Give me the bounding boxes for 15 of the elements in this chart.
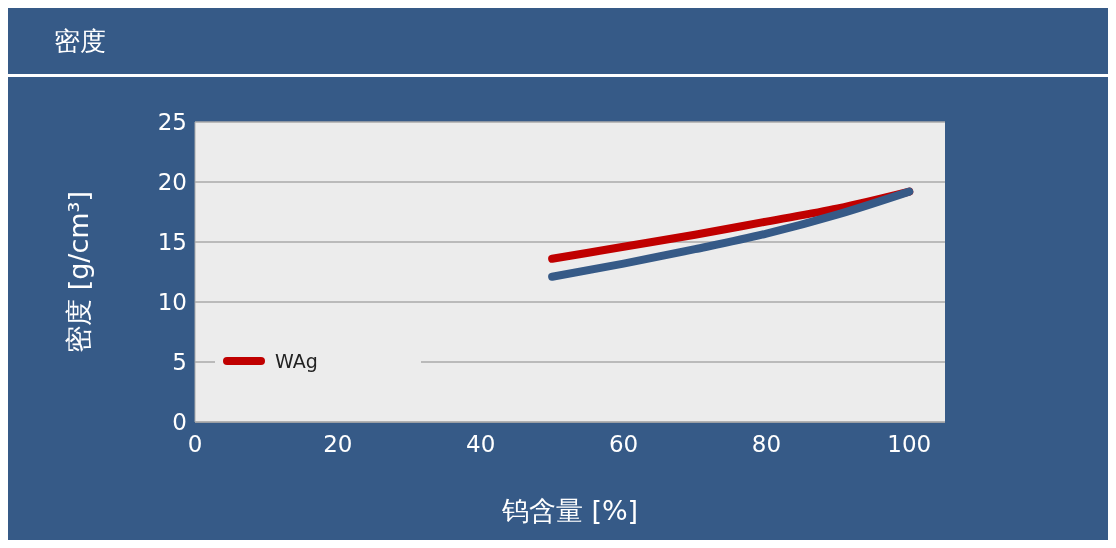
x-axis-title: 钨含量 [%] <box>500 495 639 526</box>
x-tick-label: 60 <box>608 431 639 458</box>
x-tick-label: 20 <box>323 431 353 458</box>
x-tick-label: 100 <box>887 431 932 458</box>
y-axis-title: 密度 [g/cm³] <box>62 191 94 353</box>
y-tick-label: 15 <box>157 229 187 256</box>
legend-label: WAg <box>275 350 318 372</box>
x-tick-label: 40 <box>466 431 496 458</box>
y-tick-label: 0 <box>172 409 187 436</box>
y-tick-label: 10 <box>157 289 187 316</box>
x-tick-label: 80 <box>751 431 782 458</box>
y-tick-label: 20 <box>157 169 187 196</box>
y-tick-label: 25 <box>157 109 187 136</box>
y-tick-label: 5 <box>172 349 187 376</box>
chart-title: 密度 <box>8 8 1108 77</box>
